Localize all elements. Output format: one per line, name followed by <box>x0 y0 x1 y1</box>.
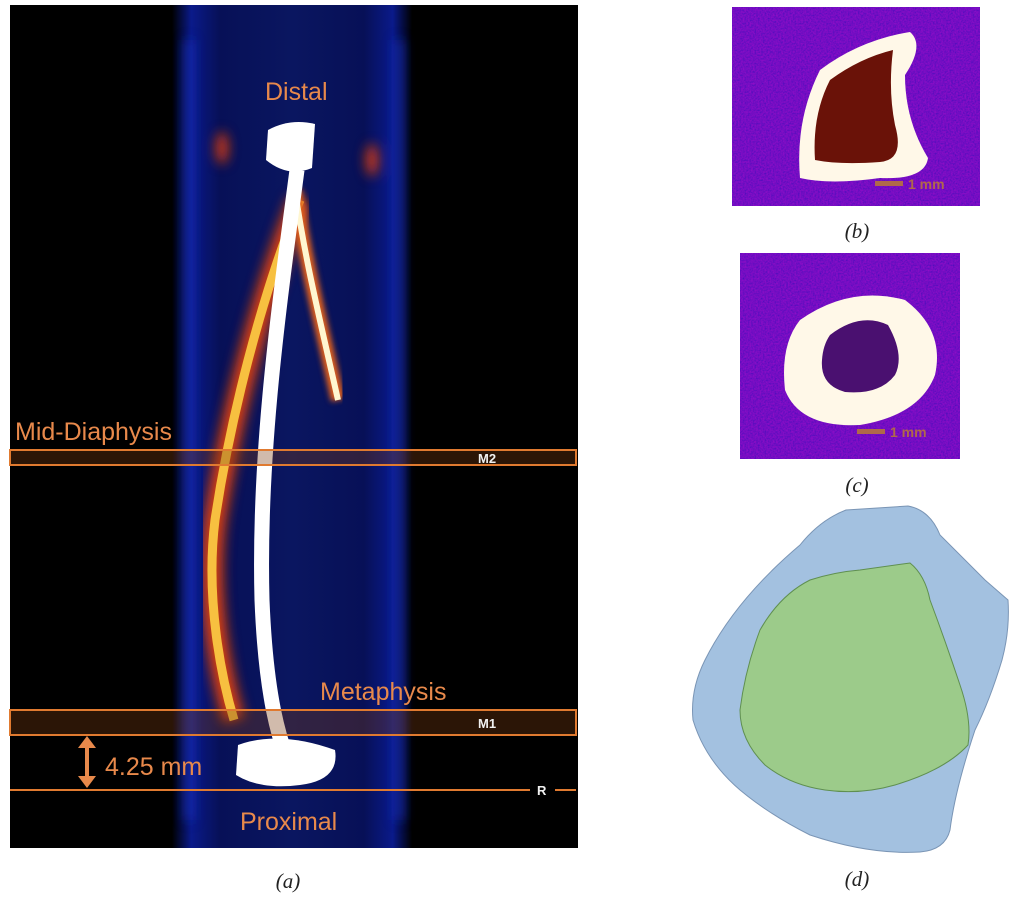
distal-label: Distal <box>265 78 328 106</box>
panel-a: Distal Mid-Diaphysis M2 Metaphysis M1 4.… <box>10 5 578 893</box>
caption: (a) <box>276 869 301 893</box>
figure: Distal Mid-Diaphysis M2 Metaphysis M1 4.… <box>0 0 1016 898</box>
m2-tag: M2 <box>478 451 496 466</box>
reference-tag: R <box>537 783 547 798</box>
scale-bar <box>875 181 903 186</box>
mid-diaphysis-label: Mid-Diaphysis <box>15 418 172 446</box>
panel-b: 1 mm (b) <box>732 7 980 243</box>
proximal-label: Proximal <box>240 808 337 836</box>
panel-c: 1 mm (c) <box>740 253 960 497</box>
scale-bar-label: 1 mm <box>908 176 945 192</box>
m1-tag: M1 <box>478 716 496 731</box>
distance-label: 4.25 mm <box>105 753 202 781</box>
scale-bar <box>857 429 885 434</box>
caption: (c) <box>845 473 868 497</box>
panel-d: (d) <box>693 506 1009 891</box>
caption: (b) <box>845 219 870 243</box>
caption: (d) <box>845 867 870 891</box>
metaphysis-label: Metaphysis <box>320 678 446 706</box>
scale-bar-label: 1 mm <box>890 424 927 440</box>
